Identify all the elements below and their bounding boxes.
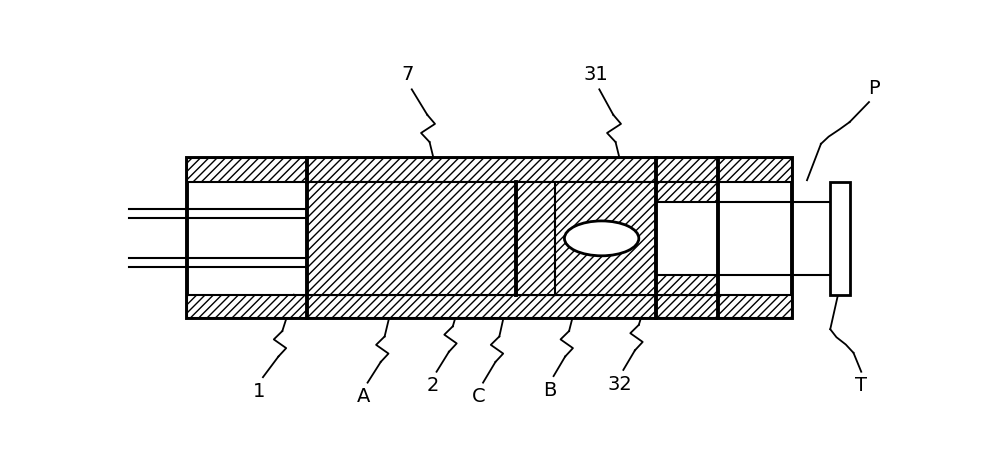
Text: 2: 2 bbox=[426, 377, 439, 396]
Bar bbox=[830, 182, 850, 295]
Bar bbox=[187, 159, 792, 318]
Text: B: B bbox=[543, 381, 556, 400]
Bar bbox=[187, 295, 792, 318]
Text: 7: 7 bbox=[402, 65, 414, 84]
Bar bbox=[656, 202, 718, 275]
Bar bbox=[187, 159, 792, 182]
Text: P: P bbox=[868, 79, 879, 99]
Text: 32: 32 bbox=[607, 375, 632, 394]
Text: 31: 31 bbox=[584, 65, 609, 84]
Circle shape bbox=[564, 221, 639, 256]
Text: T: T bbox=[855, 377, 867, 396]
Bar bbox=[656, 182, 718, 295]
Text: A: A bbox=[357, 388, 370, 406]
Text: C: C bbox=[472, 388, 486, 406]
Text: 1: 1 bbox=[253, 382, 265, 401]
Bar bbox=[516, 182, 656, 295]
Bar bbox=[307, 182, 516, 295]
